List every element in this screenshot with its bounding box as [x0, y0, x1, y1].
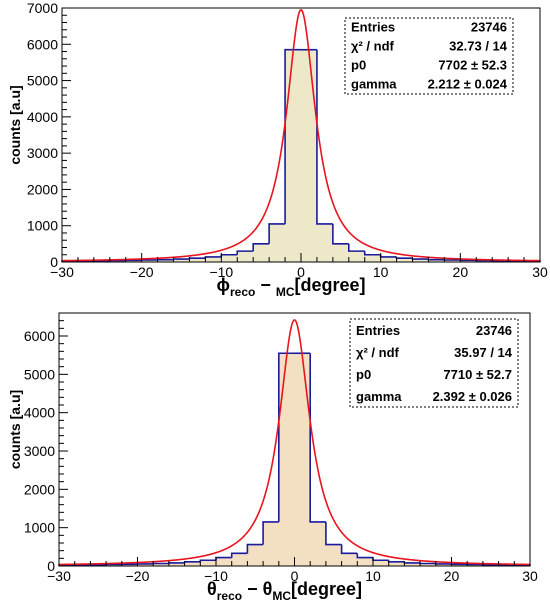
stats-label: Entries — [356, 323, 400, 338]
y-tick-label: 5000 — [24, 366, 55, 382]
histogram-bin — [403, 561, 421, 564]
y-tick-label: 4000 — [27, 109, 58, 125]
histogram-bin — [419, 562, 436, 565]
y-tick-label: 4000 — [24, 405, 55, 421]
y-tick-label: 7000 — [27, 0, 58, 16]
stats-label: χ² / ndf — [356, 345, 400, 360]
histogram-bin — [268, 223, 286, 244]
histogram-bin — [395, 256, 413, 259]
x-tick-label: −30 — [47, 568, 71, 584]
y-axis-title: counts [a.u] — [7, 390, 23, 469]
histogram-bin — [411, 258, 429, 260]
stats-value: 7702 ± 52.3 — [438, 58, 507, 73]
x-tick-label: −10 — [209, 264, 233, 280]
y-tick-label: 2000 — [27, 181, 58, 197]
x-tick-label: −30 — [50, 264, 74, 280]
histogram-fill — [59, 353, 530, 566]
x-tick-label: 10 — [373, 264, 389, 280]
y-tick-label: 0 — [47, 558, 55, 574]
stats-label: χ² / ndf — [351, 39, 395, 54]
histogram-bin — [172, 258, 190, 260]
histogram-bin — [379, 254, 397, 258]
y-tick-label: 3000 — [24, 443, 55, 459]
x-tick-label: −20 — [126, 568, 150, 584]
stats-value: 35.97 / 14 — [454, 345, 513, 360]
histogram-bin — [252, 243, 270, 252]
stats-label: gamma — [356, 389, 402, 404]
x-tick-label: 20 — [444, 568, 460, 584]
histogram-bin — [168, 562, 185, 564]
y-tick-label: 3000 — [27, 145, 58, 161]
histogram-bin — [332, 223, 349, 245]
y-tick-label: 6000 — [27, 36, 58, 52]
histogram-bin — [309, 353, 326, 523]
stats-value: 2.392 ± 0.026 — [433, 389, 512, 404]
histogram-bin — [284, 48, 301, 224]
x-axis-title: θreco − θMC[degree] — [207, 579, 362, 603]
histogram-bin — [340, 544, 358, 555]
x-tick-label: 0 — [297, 264, 305, 280]
stats-value: 2.212 ± 0.024 — [428, 77, 508, 92]
x-tick-label: 30 — [532, 264, 548, 280]
stats-value: 32.73 / 14 — [449, 39, 508, 54]
x-tick-label: 20 — [453, 264, 469, 280]
stats-box-frame — [344, 17, 514, 95]
histogram-fill — [62, 49, 540, 262]
y-tick-label: 6000 — [24, 328, 55, 344]
stats-value: 23746 — [476, 323, 512, 338]
stats-box: Entries 23746 χ² / ndf 35.97 / 14 p0 7710 ± 5… — [349, 318, 519, 408]
histogram-bin — [348, 243, 365, 252]
phi-residual-histogram: −30 −20 −10 0 10 20 30 0 1000 2000 3000 4000 5000 600… — [7, 0, 548, 299]
histogram-bin — [427, 258, 445, 261]
histogram-bin — [236, 250, 254, 255]
x-tick-label: −20 — [130, 264, 154, 280]
histogram-bin — [262, 521, 279, 545]
histogram-bin — [325, 521, 342, 546]
x-axis-title: ϕreco − MC[degree] — [216, 275, 365, 299]
stats-label: p0 — [356, 367, 371, 382]
stats-label: gamma — [351, 77, 397, 92]
stats-label: p0 — [351, 58, 366, 73]
histogram-bin — [372, 557, 389, 562]
histogram-bin — [246, 543, 264, 554]
histogram-bin — [278, 352, 295, 522]
histogram-bin — [230, 552, 248, 558]
x-tick-label: 30 — [522, 568, 538, 584]
stats-box-frame — [349, 318, 519, 408]
y-tick-label: 1000 — [24, 520, 55, 536]
histogram-bin — [356, 553, 373, 559]
x-tick-label: 0 — [291, 568, 299, 584]
stats-value: 23746 — [471, 20, 507, 35]
stats-label: Entries — [351, 20, 395, 35]
stats-box: Entries 23746 χ² / ndf 32.73 / 14 p0 7702 ± 5… — [344, 17, 514, 95]
histogram-bin — [387, 560, 405, 563]
histogram-bin — [188, 257, 206, 260]
y-tick-label: 1000 — [27, 218, 58, 234]
y-tick-label: 0 — [50, 254, 58, 270]
y-tick-label: 5000 — [27, 73, 58, 89]
theta-residual-histogram: −30 −20 −10 0 10 20 30 0 1000 2000 3000 4000 5000 600… — [7, 312, 538, 603]
histogram-bin — [316, 49, 333, 225]
stats-value: 7710 ± 52.7 — [443, 367, 512, 382]
y-axis-title: counts [a.u] — [7, 85, 23, 164]
y-tick-label: 2000 — [24, 481, 55, 497]
x-tick-label: 10 — [365, 568, 381, 584]
histogram-bin — [363, 251, 381, 256]
x-tick-label: −10 — [204, 568, 228, 584]
